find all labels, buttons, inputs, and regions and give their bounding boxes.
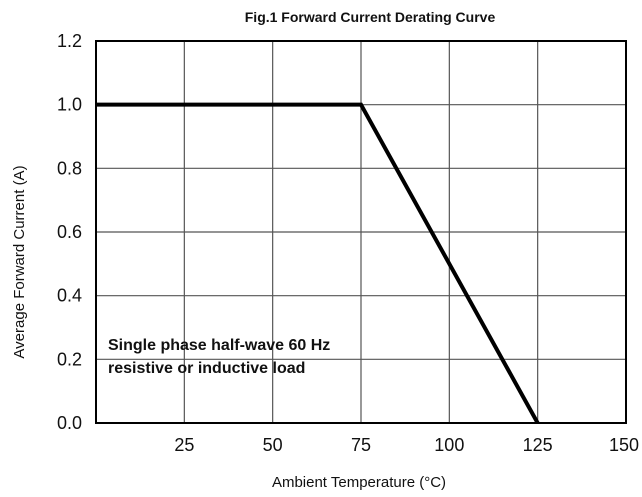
x-tick-label: 50 xyxy=(263,435,283,455)
y-tick-label: 0.2 xyxy=(57,349,82,369)
y-tick-label: 0.4 xyxy=(57,286,82,306)
x-tick-label: 150 xyxy=(609,435,639,455)
y-axis-label: Average Forward Current (A) xyxy=(11,165,28,358)
plot-frame xyxy=(95,40,627,424)
x-tick-label: 100 xyxy=(434,435,464,455)
y-tick-labels: 0.0 0.2 0.4 0.6 0.8 1.0 1.2 xyxy=(57,31,82,433)
x-axis-label: Ambient Temperature (°C) xyxy=(272,474,446,491)
y-tick-label: 1.2 xyxy=(57,31,82,51)
y-tick-label: 0.8 xyxy=(57,158,82,178)
y-tick-label: 0.6 xyxy=(57,222,82,242)
annotation-line-2: resistive or inductive load xyxy=(108,360,305,377)
x-tick-label: 25 xyxy=(174,435,194,455)
derating-curve-line xyxy=(96,102,540,424)
annotation-line-1: Single phase half-wave 60 Hz xyxy=(108,337,330,354)
y-tick-label: 0.0 xyxy=(57,413,82,433)
x-tick-label: 125 xyxy=(523,435,553,455)
x-tick-labels: 25 50 75 100 125 150 xyxy=(174,435,639,455)
chart-title: Fig.1 Forward Current Derating Curve xyxy=(245,9,496,25)
y-tick-label: 1.0 xyxy=(57,95,82,115)
x-tick-label: 75 xyxy=(351,435,371,455)
annotation-background xyxy=(107,315,404,381)
